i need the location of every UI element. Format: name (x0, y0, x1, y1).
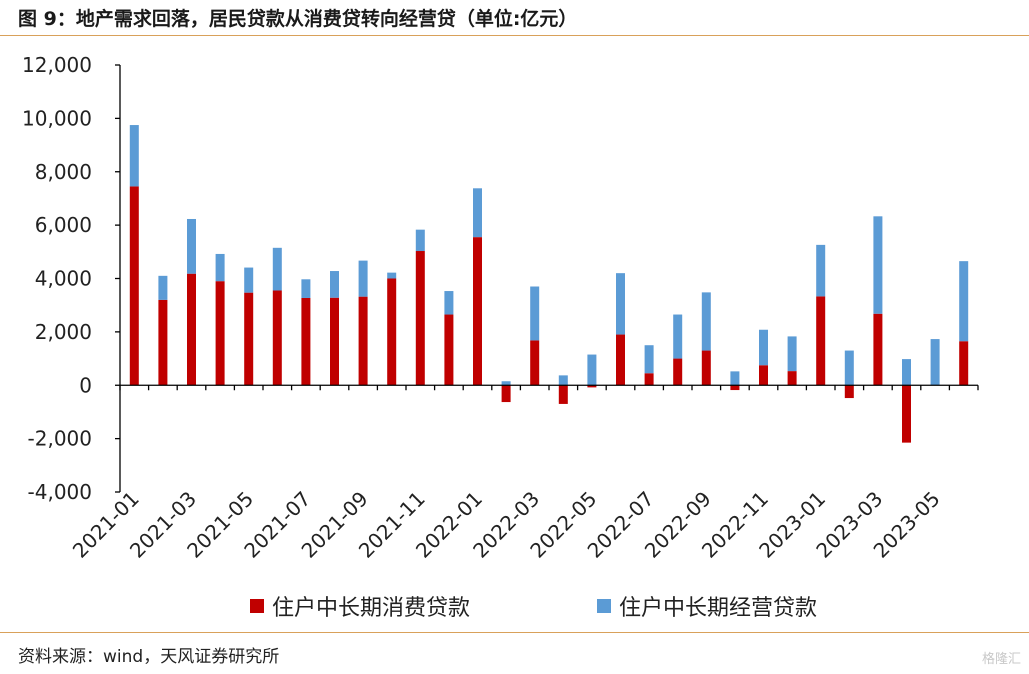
business-loan-bar (387, 272, 397, 279)
y-tick-label: 0 (79, 373, 92, 397)
business-loan-bar (673, 314, 683, 359)
business-loan-bar (473, 188, 482, 238)
business-loan-bar (587, 354, 597, 386)
header-rule (0, 35, 1029, 36)
consumer-loan-bar (272, 290, 282, 386)
y-tick-label: 8,000 (35, 160, 92, 184)
consumer-loan-bar (244, 292, 254, 386)
business-loan-bar (701, 292, 711, 351)
footer-rule (0, 632, 1029, 633)
business-loan-bar (616, 273, 625, 335)
y-tick-label: -2,000 (28, 427, 92, 451)
consumer-loan-bar (816, 296, 826, 386)
consumer-loan-bar (330, 297, 339, 386)
consumer-loan-bar (616, 334, 625, 386)
consumer-loan-bar (187, 273, 196, 386)
consumer-loan-bar (587, 385, 597, 388)
chart-title: 图 9：地产需求回落，居民贷款从消费贷转向经营贷（单位:亿元） (18, 8, 578, 30)
business-loan-bar (415, 229, 425, 252)
y-tick-label: 10,000 (22, 106, 92, 130)
y-tick-label: 12,000 (22, 53, 92, 77)
consumer-loan-bar (358, 296, 368, 386)
business-loan-bar (129, 125, 139, 187)
consumer-loan-bar (701, 350, 711, 386)
consumer-loan-bar (558, 385, 568, 404)
legend-business-loans: 住户中长期经营贷款 (597, 590, 817, 622)
consumer-loan-bar (873, 313, 883, 386)
business-loan-bar (444, 291, 454, 315)
consumer-loan-bar (473, 237, 482, 386)
consumer-loan-bar (415, 251, 425, 386)
consumer-loan-bar (673, 358, 683, 386)
consumer-loan-bar (501, 385, 511, 403)
business-loan-bar (844, 350, 854, 386)
consumer-loan-bar (387, 278, 397, 386)
legend-consumer-swatch (250, 599, 264, 613)
consumer-loan-bar (959, 341, 969, 386)
y-tick-label: 2,000 (35, 320, 92, 344)
consumer-loan-bar (129, 186, 139, 386)
y-tick-label: 6,000 (35, 213, 92, 237)
business-loan-bar (530, 286, 540, 341)
business-loan-bar (816, 244, 826, 297)
business-loan-bar (330, 271, 339, 298)
business-loan-bar (358, 260, 368, 297)
consumer-loan-bar (530, 340, 540, 386)
business-loan-bar (501, 381, 511, 386)
consumer-loan-bar (644, 373, 654, 386)
business-loan-bar (902, 359, 911, 386)
business-loan-bar (158, 275, 168, 300)
business-loan-bar (215, 253, 225, 282)
business-loan-bar (558, 375, 568, 386)
consumer-loan-bar (730, 385, 740, 391)
source-note: 资料来源：wind，天风证券研究所 (18, 647, 280, 667)
business-loan-bar (730, 371, 740, 386)
business-loan-bar (644, 345, 654, 374)
consumer-loan-bar (787, 371, 797, 386)
consumer-loan-bar (844, 385, 854, 399)
business-loan-bar (787, 336, 797, 372)
business-loan-bar (244, 267, 254, 293)
watermark: 格隆汇 (981, 652, 1021, 667)
consumer-loan-bar (902, 385, 911, 443)
business-loan-bar (759, 329, 768, 366)
y-tick-label: -4,000 (28, 480, 92, 504)
consumer-loan-bar (444, 314, 454, 386)
consumer-loan-bar (301, 297, 311, 386)
business-loan-bar (187, 218, 196, 274)
consumer-loan-bar (215, 281, 225, 386)
business-loan-bar (873, 216, 883, 314)
business-loan-bar (301, 279, 311, 298)
legend-consumer-loans: 住户中长期消费贷款 (250, 590, 470, 622)
y-tick-label: 4,000 (35, 267, 92, 291)
business-loan-bar (930, 339, 940, 386)
consumer-loan-bar (158, 299, 168, 386)
consumer-loan-bar (759, 365, 768, 386)
legend-business-swatch (597, 599, 611, 613)
legend-business-label: 住户中长期经营贷款 (619, 596, 818, 621)
business-loan-bar (272, 247, 282, 291)
stacked-bar-chart: -4,000 -2,000 0 2,000 4,000 6,000 8,000 10,000 1… (22, 53, 979, 563)
business-loan-bar (959, 261, 969, 342)
legend-consumer-label: 住户中长期消费贷款 (272, 596, 471, 621)
